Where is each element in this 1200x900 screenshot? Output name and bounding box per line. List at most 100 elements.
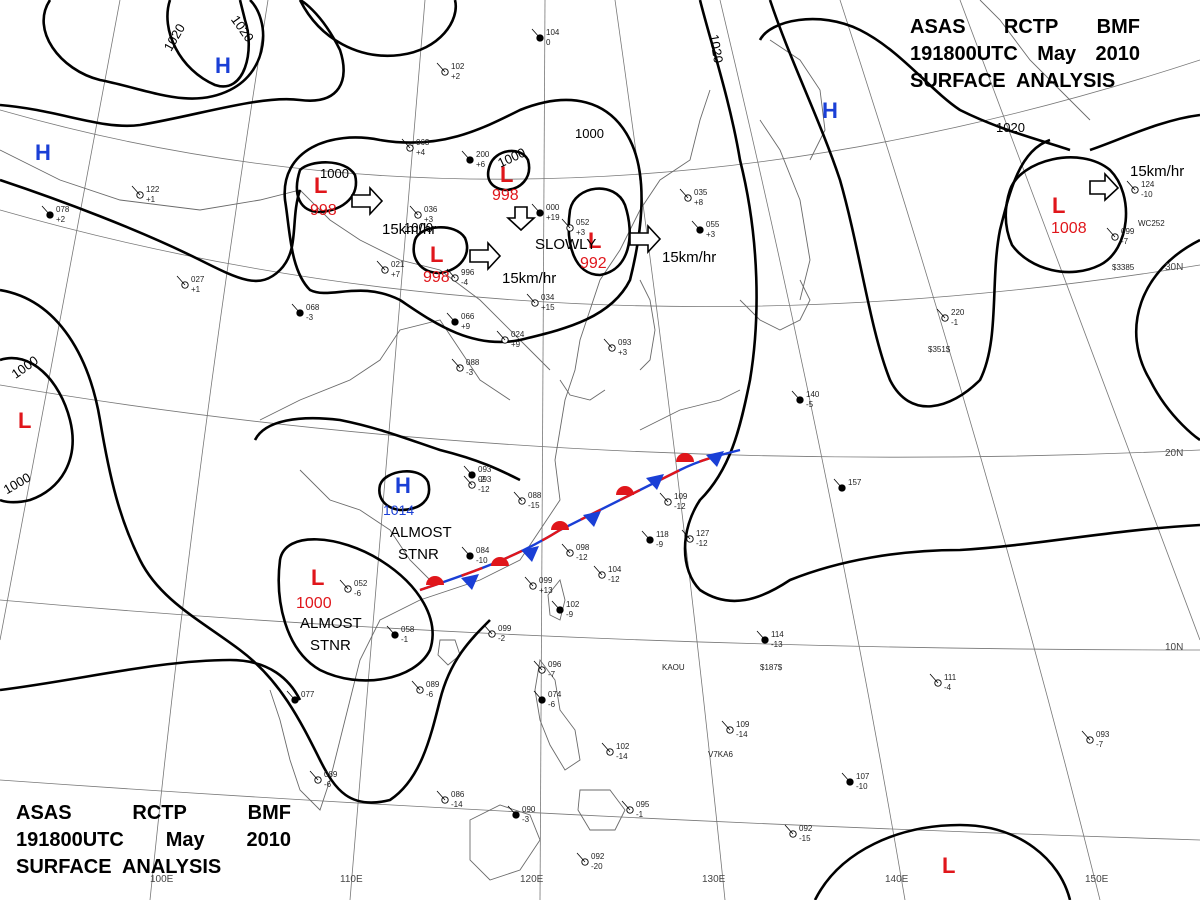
wind-barb: [531, 203, 541, 214]
meridian-160e: [959, 0, 1200, 641]
low-992-value: 992: [580, 255, 607, 272]
station-pressure: 089: [324, 770, 338, 779]
isobar-1020-north-pacific: [768, 0, 1051, 408]
low-south-letter: L: [942, 853, 955, 878]
station-pressure: 109: [674, 492, 688, 501]
station-tendency: +9: [461, 322, 471, 331]
header-bottom-title: SURFACE ANALYSIS: [16, 856, 222, 878]
isobar-north-1: [298, 0, 458, 58]
wind-barb: [721, 720, 731, 731]
arrow-5: [1089, 171, 1120, 202]
station-plot: 095-1: [621, 800, 650, 819]
station-tendency: -6: [426, 690, 434, 699]
header-bottom-line3: SURFACE ANALYSIS: [16, 854, 291, 881]
station-plot: 157: [833, 478, 862, 492]
wind-barb: [131, 185, 141, 196]
header-top-product: ASAS: [910, 16, 966, 38]
wind-barb: [451, 358, 461, 369]
wind-barb: [533, 660, 543, 671]
wind-barb: [386, 625, 396, 636]
indochina-coast: [269, 599, 421, 811]
wind-barb: [524, 576, 534, 587]
slowly-label: SLOWLY: [535, 236, 596, 253]
header-bottom-time: 191800UTC: [16, 829, 124, 851]
cold-front-symbol: [583, 511, 601, 527]
station-pressure: 140: [806, 390, 820, 399]
wind-barb: [533, 690, 543, 701]
meridian-140e: [719, 0, 906, 900]
station-plot: 055+3: [691, 220, 720, 239]
station-ids: KAOU V7KA6 $187$ $351$ WC252 $3385: [662, 219, 1165, 759]
lon-label-150e: 150E: [1085, 874, 1109, 885]
pressure-systems: H H H L 998 L 998 L 998 L 992 L 1008 L H…: [18, 53, 1087, 878]
warm-front-symbol: [551, 521, 569, 530]
movement-labels: 15km/hr 15km/hr 15km/hr SLOWLY 15km/hr A…: [300, 163, 1184, 654]
isobar-west-long-2: [0, 288, 491, 804]
station-pressure: 107: [856, 772, 870, 781]
station-pressure: 996: [461, 268, 475, 277]
station-pressure: 096: [548, 660, 562, 669]
lat-label-30n: 30N: [1165, 262, 1183, 273]
station-plot: 027+1: [176, 275, 205, 294]
station-plot: 092-15: [784, 824, 813, 843]
meridian-110e: [349, 0, 426, 900]
station-plot: 066+9: [446, 312, 475, 331]
lon-label-120e: 120E: [520, 874, 544, 885]
wind-barb: [1126, 180, 1136, 191]
station-pressure: 086: [451, 790, 465, 799]
wind-barb: [409, 205, 419, 216]
arrow-2: [469, 240, 502, 272]
wind-barb: [936, 308, 946, 319]
station-tendency: -3: [522, 815, 530, 824]
station-pressure: 095: [636, 800, 650, 809]
high-1014-value: 1014: [383, 502, 414, 518]
wind-barb: [411, 680, 421, 691]
station-tendency: -15: [799, 834, 811, 843]
wind-barb: [929, 673, 939, 684]
station-plot: 104-12: [593, 565, 622, 584]
header-top-type: BMF: [1096, 16, 1140, 38]
station-plot: 118-9: [641, 530, 669, 549]
station-plot: 109-12: [659, 492, 688, 511]
korea-coast: [639, 279, 656, 371]
station-tendency: -6: [354, 589, 362, 598]
station-plot: 102+2: [436, 62, 465, 81]
station-plot: 063+4: [401, 138, 430, 157]
station-plot: 089-6: [309, 770, 338, 789]
isobar-central: [253, 416, 521, 482]
station-tendency: +19: [546, 213, 560, 222]
low-992-letter: L: [588, 228, 601, 253]
station-pressure: 024: [511, 330, 525, 339]
station-tendency: +1: [191, 285, 201, 294]
isobar-south-west: [0, 658, 302, 701]
station-tendency: -9: [566, 610, 574, 619]
wind-barb: [593, 565, 603, 576]
station-plot: 000+19: [531, 203, 560, 222]
station-plot: 114-13: [756, 630, 784, 649]
isobar-labels: 1020 1020 1020 1000 1000 1000 1000 1000 …: [1, 12, 1025, 497]
header-bottom: ASAS RCTP BMF 191800UTC May 2010 SURFACE…: [16, 800, 291, 881]
station-tendency: +7: [391, 270, 401, 279]
station-plot: 093-2: [463, 465, 492, 484]
station-pressure: 114: [771, 630, 784, 639]
station-pressure: 092: [591, 852, 605, 861]
high-north-pacific-letter: H: [822, 98, 838, 123]
wind-barb: [561, 218, 571, 229]
station-plot: 098-12: [561, 543, 590, 562]
station-pressure: 090: [522, 805, 536, 814]
station-plot: 096-7: [533, 660, 562, 679]
header-bottom-line1: ASAS RCTP BMF: [16, 800, 291, 827]
station-pressure: 035: [694, 188, 708, 197]
isobar-1020-ne: [1089, 113, 1200, 152]
low-1000-letter: L: [311, 565, 324, 590]
warm-front-symbol: [426, 576, 444, 585]
station-tendency: -1: [951, 318, 959, 327]
station-tendency: +2: [56, 215, 66, 224]
arrow-4: [629, 223, 662, 255]
station-plot: 034+15: [526, 293, 555, 312]
warm-front-symbol: [676, 453, 694, 462]
wind-barb: [463, 465, 473, 476]
station-pressure: 122: [146, 185, 160, 194]
